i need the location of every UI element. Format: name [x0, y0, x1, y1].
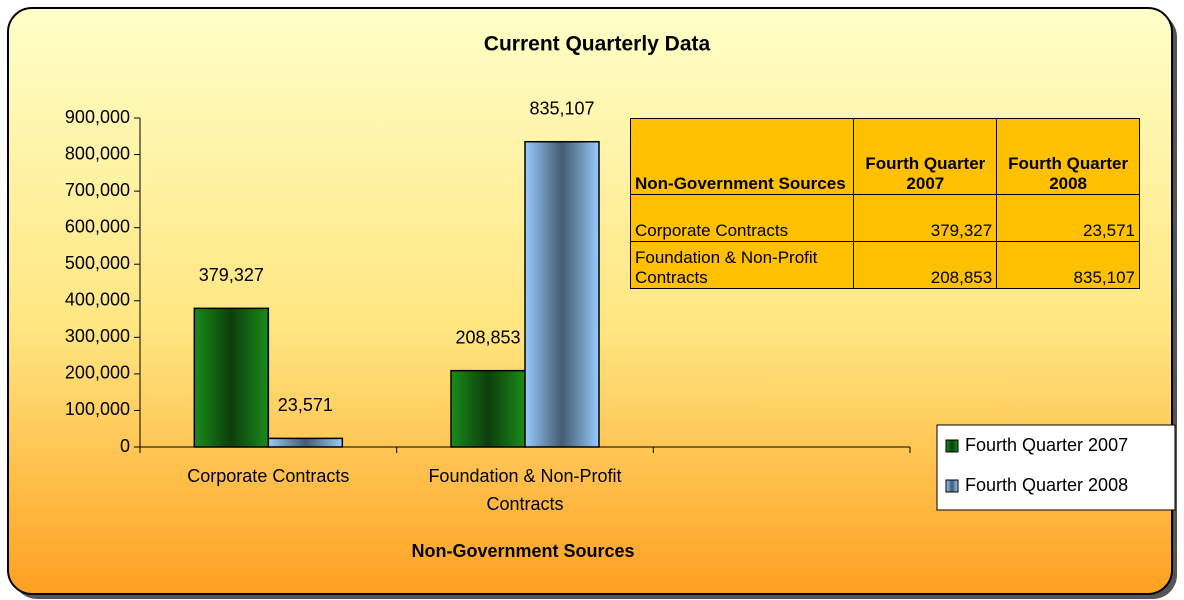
x-tick-label: Foundation & Non-Profit Contracts [428, 466, 621, 514]
bar [450, 369, 526, 448]
table-cell: Corporate Contracts [629, 194, 855, 242]
x-axis-title: Non-Government Sources [411, 541, 634, 561]
legend-swatch [945, 439, 959, 453]
legend-swatch [945, 479, 959, 493]
bar [267, 437, 344, 448]
y-tick-label: 400,000 [65, 290, 130, 310]
legend [936, 424, 1176, 511]
data-label: 379,327 [199, 265, 264, 285]
y-tick-label: 300,000 [65, 326, 130, 346]
y-tick-label: 800,000 [65, 143, 130, 163]
table-header: Fourth Quarter 2007 [853, 118, 998, 195]
data-label: 23,571 [278, 395, 333, 415]
data-label: 208,853 [455, 327, 520, 347]
table-cell: 379,327 [853, 194, 998, 242]
table-header: Fourth Quarter 2008 [996, 118, 1140, 195]
y-tick-label: 0 [120, 436, 130, 456]
bar [524, 140, 600, 448]
y-tick-label: 900,000 [65, 107, 130, 127]
y-tick-label: 600,000 [65, 216, 130, 236]
y-tick-label: 200,000 [65, 363, 130, 383]
chart-title: Current Quarterly Data [484, 33, 711, 56]
table-header: Non-Government Sources [629, 118, 855, 195]
data-table: Non-Government Sources Fourth Quarter 200… [629, 118, 1140, 289]
data-label: 835,107 [529, 98, 594, 118]
legend-label: Fourth Quarter 2008 [965, 475, 1128, 495]
table-cell: 23,571 [996, 194, 1140, 242]
x-tick-label: Corporate Contracts [187, 466, 349, 486]
y-tick-label: 500,000 [65, 253, 130, 273]
bar [193, 307, 270, 448]
table-cell: Foundation & Non-Profit Contracts [629, 241, 855, 289]
table-cell: 835,107 [996, 241, 1140, 289]
legend-label: Fourth Quarter 2007 [965, 435, 1128, 455]
y-tick-label: 100,000 [65, 399, 130, 419]
y-tick-label: 700,000 [65, 180, 130, 200]
table-cell: 208,853 [853, 241, 998, 289]
